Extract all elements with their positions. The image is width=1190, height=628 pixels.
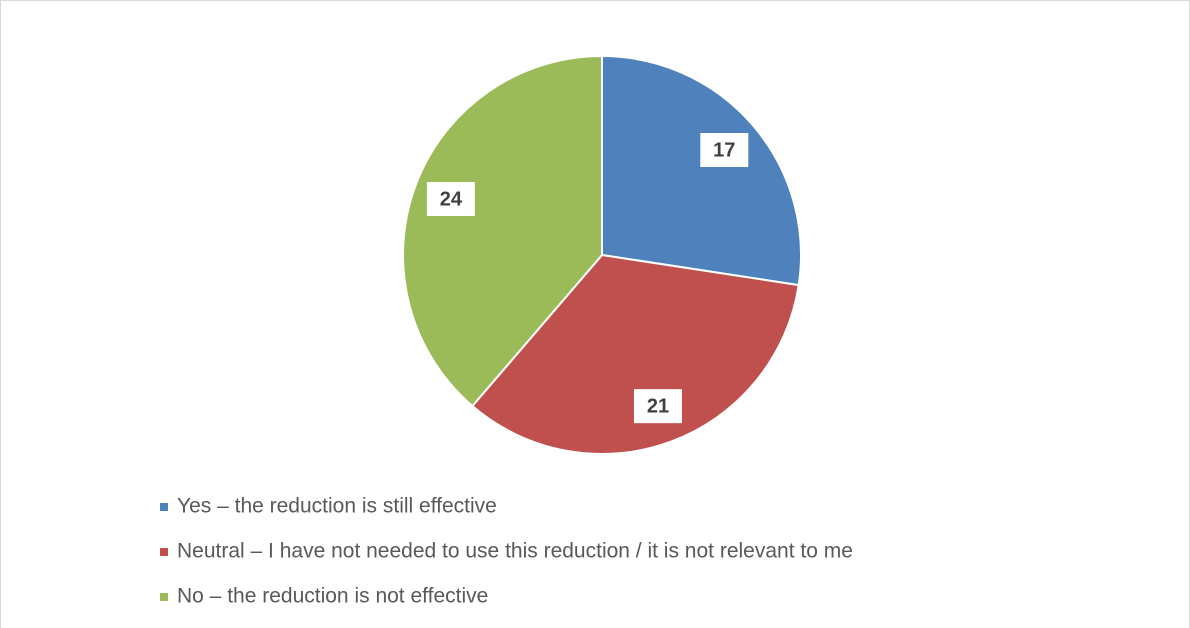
pie-slice <box>402 54 603 408</box>
legend-label: Neutral – I have not needed to use this … <box>177 540 853 563</box>
legend-marker <box>160 593 168 601</box>
legend-label: No – the reduction is not effective <box>177 585 488 608</box>
data-label: 21 <box>647 395 669 417</box>
data-label: 24 <box>440 188 463 210</box>
legend-marker <box>160 548 168 556</box>
data-label-box <box>633 389 682 424</box>
pie-slice <box>601 54 802 287</box>
data-label: 17 <box>713 139 735 161</box>
legend-marker <box>160 503 168 511</box>
data-label-box <box>700 133 749 168</box>
legend-label: Yes – the reduction is still effective <box>177 495 497 518</box>
pie-slice <box>470 253 800 455</box>
data-label-box <box>426 182 475 217</box>
